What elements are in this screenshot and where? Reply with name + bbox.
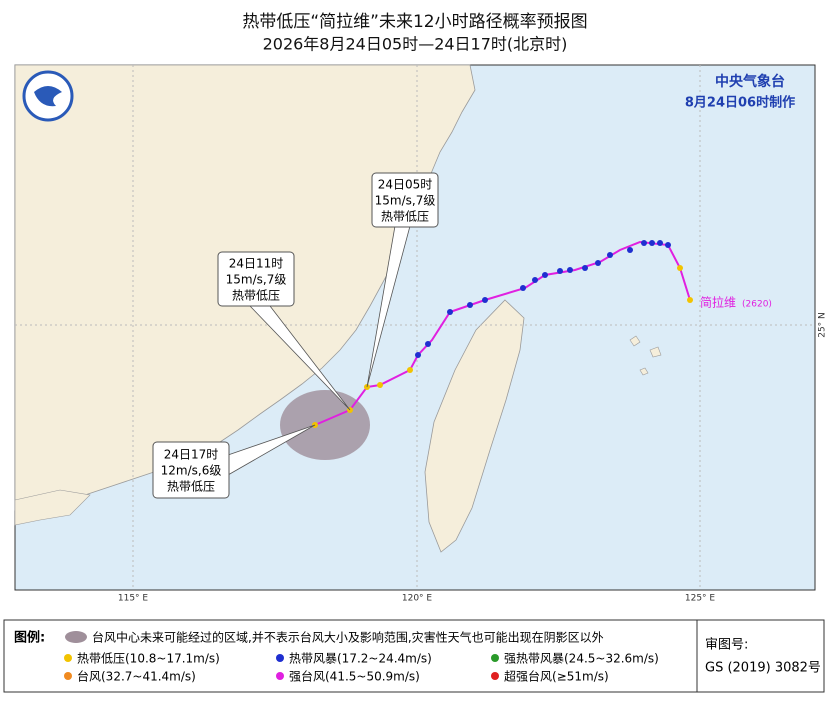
lon-label: 125° E xyxy=(685,594,716,604)
callout-time: 24日05时 xyxy=(378,178,433,192)
lat-label: 25° N xyxy=(818,312,828,338)
callout-category: 热带低压 xyxy=(381,210,429,224)
callout-time: 24日11时 xyxy=(229,257,284,271)
callout-time: 24日17时 xyxy=(164,448,219,462)
legend-title: 图例: xyxy=(14,630,45,646)
callout: 24日05时 15m/s,7级 热带低压 xyxy=(366,172,439,388)
legend-swatch xyxy=(491,654,499,662)
legend-swatch xyxy=(491,672,499,680)
agency: 中央气象台 xyxy=(715,73,785,90)
approval-number: GS (2019) 3082号 xyxy=(705,661,821,676)
callout: 24日17时 12m/s,6级 热带低压 xyxy=(152,424,316,499)
legend-label: 超强台风(≥51m/s) xyxy=(504,669,609,684)
storm-name: 简拉维 xyxy=(700,295,736,310)
storm-id: (2620) xyxy=(742,300,772,310)
legend-label: 台风(32.7~41.4m/s) xyxy=(77,669,196,684)
past-points xyxy=(415,240,671,358)
cone-text: 台风中心未来可能经过的区域,并不表示台风大小及影响范围,灾害性天气也可能出现在阴… xyxy=(92,630,604,645)
cone-swatch xyxy=(65,631,87,643)
logo-mark xyxy=(34,86,62,107)
legend-label: 强热带风暴(24.5~32.6m/s) xyxy=(504,652,659,666)
taiwan xyxy=(424,299,525,553)
callout: 24日11时 15m/s,7级 热带低压 xyxy=(217,251,351,411)
legend-label: 热带低压(10.8~17.1m/s) xyxy=(77,652,220,666)
issued: 8月24日06时制作 xyxy=(685,95,795,111)
title: 热带低压“简拉维”未来12小时路径概率预报图 xyxy=(242,12,587,32)
legend-items: 热带低压(10.8~17.1m/s) 热带风暴(17.2~24.4m/s) 强热带风… xyxy=(64,652,659,684)
legend-label: 强台风(41.5~50.9m/s) xyxy=(289,669,420,684)
callout-category: 热带低压 xyxy=(232,289,280,303)
legend-swatch xyxy=(64,654,72,662)
callout-wind: 12m/s,6级 xyxy=(161,464,222,478)
callout-wind: 15m/s,7级 xyxy=(226,273,287,287)
legend-box xyxy=(3,619,825,693)
legend-swatch xyxy=(64,672,72,680)
callout-category: 热带低压 xyxy=(167,480,215,494)
island xyxy=(14,489,91,526)
callout-wind: 15m/s,7级 xyxy=(375,194,436,208)
legend-label: 热带风暴(17.2~24.4m/s) xyxy=(289,652,432,666)
map: 115° E 120° E 125° E 25° N 中央气象台 8月24日06… xyxy=(14,64,828,604)
lon-label: 120° E xyxy=(402,594,433,604)
legend-swatch xyxy=(276,654,284,662)
islands xyxy=(629,335,662,376)
approval-label: 审图号: xyxy=(705,638,748,653)
lon-label: 115° E xyxy=(118,594,149,604)
legend-swatch xyxy=(276,672,284,680)
legend: 图例: 台风中心未来可能经过的区域,并不表示台风大小及影响范围,灾害性天气也可能… xyxy=(3,619,825,693)
subtitle: 2026年8月24日05时—24日17时(北京时) xyxy=(263,35,568,54)
